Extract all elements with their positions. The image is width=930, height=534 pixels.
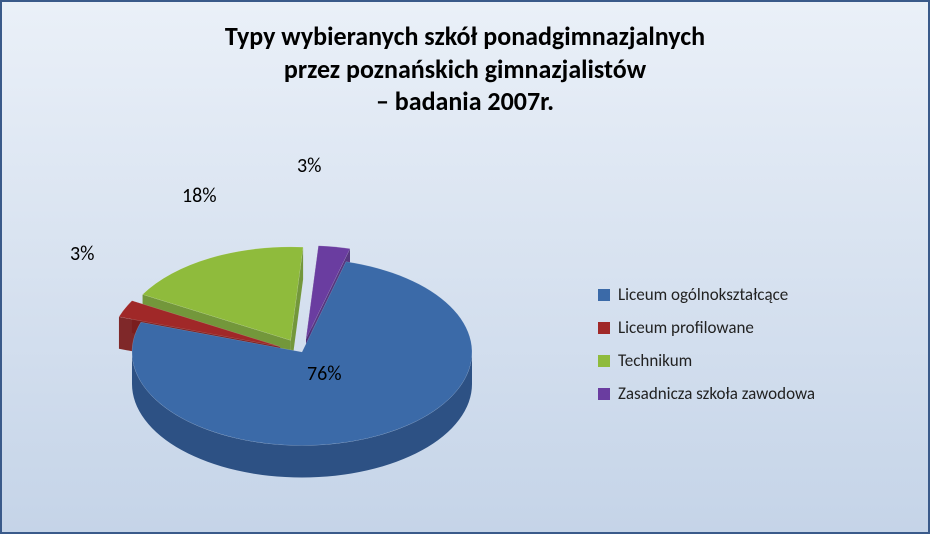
data-label-liceum: 76% xyxy=(307,362,342,386)
legend-swatch xyxy=(598,388,610,400)
title-line-2: przez poznańskich gimnazjalistów xyxy=(2,53,928,86)
title-line-3: – badania 2007r. xyxy=(2,85,928,118)
chart-body: Liceum ogólnokształcące Liceum profilowa… xyxy=(2,162,928,532)
title-line-1: Typy wybieranych szkół ponadgimnazjalnyc… xyxy=(2,20,928,53)
legend-label: Zasadnicza szkoła zawodowa xyxy=(618,383,815,404)
legend-item: Liceum profilowane xyxy=(598,317,888,338)
legend-swatch xyxy=(598,289,610,301)
pie-chart xyxy=(92,182,492,502)
data-label-zawodowa: 3% xyxy=(297,154,321,178)
legend-label: Liceum ogólnokształcące xyxy=(618,284,788,305)
legend-item: Technikum xyxy=(598,350,888,371)
legend-swatch xyxy=(598,355,610,367)
data-label-technikum: 18% xyxy=(182,184,217,208)
chart-title: Typy wybieranych szkół ponadgimnazjalnyc… xyxy=(2,2,928,118)
legend-label: Liceum profilowane xyxy=(618,317,754,338)
legend-label: Technikum xyxy=(618,350,692,371)
legend-item: Zasadnicza szkoła zawodowa xyxy=(598,383,888,404)
legend-swatch xyxy=(598,322,610,334)
chart-container: Typy wybieranych szkół ponadgimnazjalnyc… xyxy=(0,0,930,534)
legend-item: Liceum ogólnokształcące xyxy=(598,284,888,305)
legend: Liceum ogólnokształcące Liceum profilowa… xyxy=(598,272,888,416)
data-label-profilowane: 3% xyxy=(70,242,94,266)
